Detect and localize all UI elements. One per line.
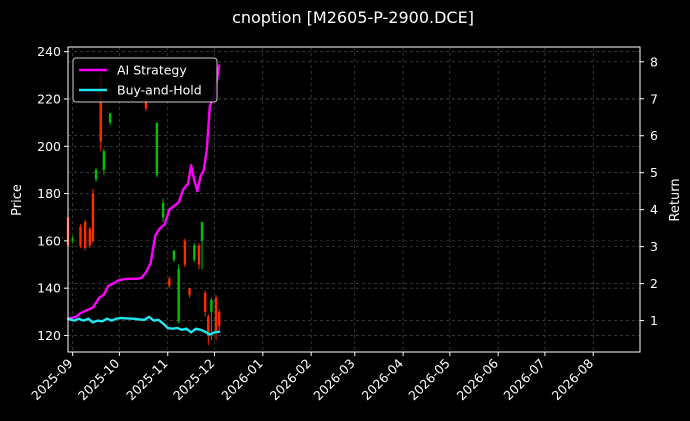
y-tick-label-right: 4 bbox=[650, 202, 658, 217]
legend-box bbox=[72, 57, 218, 103]
candle-body bbox=[177, 269, 180, 322]
y-axis-label-right: Return bbox=[668, 178, 683, 221]
candle-layer bbox=[66, 68, 221, 345]
candle-body bbox=[102, 151, 106, 170]
candle-body bbox=[91, 193, 95, 241]
candle-body bbox=[79, 226, 82, 246]
candle-body bbox=[197, 245, 201, 265]
candle-body bbox=[108, 113, 112, 123]
plot-frame bbox=[67, 46, 641, 353]
legend: AI Strategy Buy-and-Hold bbox=[72, 57, 218, 103]
candle-body bbox=[88, 229, 92, 246]
candle-body bbox=[161, 203, 165, 218]
y-tick-label-right: 1 bbox=[650, 313, 658, 328]
candle-body bbox=[172, 250, 176, 260]
candle-body bbox=[217, 311, 221, 326]
ai-strategy-line bbox=[66, 64, 221, 320]
y-tick-label-right: 5 bbox=[650, 165, 658, 180]
candle-body bbox=[99, 75, 102, 142]
candle-body bbox=[144, 99, 148, 109]
candle-body bbox=[203, 292, 207, 312]
y-tick-label-left: 240 bbox=[37, 44, 61, 59]
y-tick-label-left: 200 bbox=[37, 139, 61, 154]
candle-body bbox=[207, 316, 210, 336]
buy-and-hold-line bbox=[66, 315, 221, 336]
candle-body bbox=[168, 278, 171, 286]
y-tick-label-left: 220 bbox=[37, 92, 61, 107]
candle-body bbox=[210, 299, 213, 312]
y-axis-label-left: Price bbox=[10, 184, 25, 216]
legend-label-ai-strategy: AI Strategy bbox=[117, 63, 187, 78]
y-tick-label-right: 8 bbox=[650, 54, 658, 69]
y-tick-label-right: 3 bbox=[650, 239, 658, 254]
series-layer bbox=[66, 64, 221, 336]
candle-body bbox=[155, 122, 159, 175]
candle-body bbox=[183, 240, 187, 265]
y-tick-label-right: 6 bbox=[650, 128, 658, 143]
candle-body bbox=[83, 221, 87, 248]
y-tick-label-left: 120 bbox=[37, 328, 61, 343]
y-tick-label-left: 180 bbox=[37, 186, 61, 201]
legend-label-buy-and-hold: Buy-and-Hold bbox=[117, 83, 202, 98]
candle-body bbox=[214, 297, 218, 331]
candle-body bbox=[94, 169, 98, 180]
y-tick-label-left: 140 bbox=[37, 281, 61, 296]
candle-body bbox=[193, 245, 196, 260]
candle-body bbox=[200, 221, 204, 241]
candle-body bbox=[71, 238, 74, 241]
y-tick-label-left: 160 bbox=[37, 233, 61, 248]
candle-body bbox=[188, 288, 191, 296]
chart-title: cnoption [M2605-P-2900.DCE] bbox=[232, 8, 474, 27]
y-tick-label-right: 2 bbox=[650, 276, 658, 291]
y-tick-label-right: 7 bbox=[650, 91, 658, 106]
